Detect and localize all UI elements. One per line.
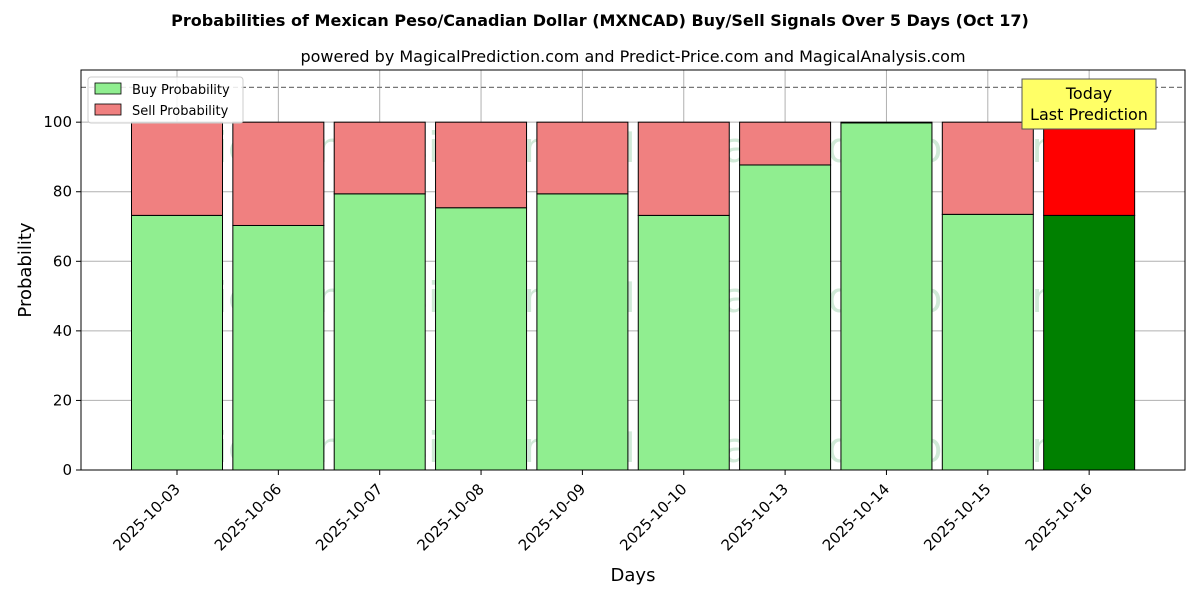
legend-swatch-sell	[94, 103, 122, 116]
x-tick-label: 2025-10-15	[920, 480, 994, 554]
y-axis-label: Probability	[15, 222, 36, 317]
bar-buy	[941, 213, 1034, 471]
x-tick-label: 2025-10-14	[819, 480, 893, 554]
bar-buy	[131, 214, 223, 471]
bar-sell	[435, 121, 528, 209]
bar-buy	[637, 214, 730, 471]
x-tick-label: 2025-10-16	[1022, 480, 1096, 554]
bar-sell	[840, 121, 933, 124]
y-tick-label: 60	[53, 252, 72, 270]
bar-buy	[1043, 214, 1136, 471]
bars	[131, 121, 1136, 471]
y-tick-label: 80	[53, 183, 72, 201]
bar-sell	[1043, 121, 1136, 216]
x-tick-label: 2025-10-03	[109, 480, 183, 554]
bar-sell	[232, 121, 325, 226]
bar-buy	[435, 207, 528, 471]
bar-buy	[840, 122, 933, 471]
legend-label-buy: Buy Probability	[132, 83, 230, 98]
x-tick-label: 2025-10-08	[413, 480, 487, 554]
bar-sell	[637, 121, 730, 216]
chart-subtitle: powered by MagicalPrediction.com and Pre…	[300, 47, 965, 66]
x-axis-ticks: 2025-10-03 2025-10-06 2025-10-07 2025-10-08…	[109, 470, 1096, 554]
today-annotation-box	[1021, 78, 1157, 130]
today-annotation-line2: Last Prediction	[1030, 105, 1148, 124]
today-annotation-line1: Today	[1065, 84, 1112, 103]
legend: Buy Probability Sell Probability	[87, 76, 244, 124]
x-axis-label: Days	[611, 565, 656, 586]
legend-label-sell: Sell Probability	[132, 104, 229, 119]
plot-frame	[80, 69, 1186, 471]
chart-title: Probabilities of Mexican Peso/Canadian D…	[171, 11, 1029, 30]
x-tick-label: 2025-10-09	[515, 480, 589, 554]
bar-sell	[739, 121, 832, 166]
x-tick-label: 2025-10-06	[211, 480, 285, 554]
bar-sell	[131, 121, 223, 216]
bar-buy	[536, 193, 629, 471]
bar-sell	[536, 121, 629, 195]
x-tick-label: 2025-10-13	[718, 480, 792, 554]
bar-sell	[941, 121, 1034, 215]
y-tick-label: 20	[53, 391, 72, 409]
legend-box	[87, 76, 244, 124]
bar-sell	[333, 121, 426, 195]
y-axis-ticks: 0 20 40 60 80 100	[43, 113, 81, 479]
y-tick-label: 100	[43, 113, 72, 131]
legend-swatch-buy	[94, 82, 122, 95]
today-annotation: Today Last Prediction	[1021, 78, 1157, 130]
x-tick-label: 2025-10-10	[616, 480, 690, 554]
bar-buy	[232, 224, 325, 471]
bar-buy	[333, 193, 426, 471]
y-tick-label: 0	[62, 461, 72, 479]
x-tick-label: 2025-10-07	[312, 480, 386, 554]
bar-buy	[739, 164, 832, 471]
y-tick-label: 40	[53, 322, 72, 340]
